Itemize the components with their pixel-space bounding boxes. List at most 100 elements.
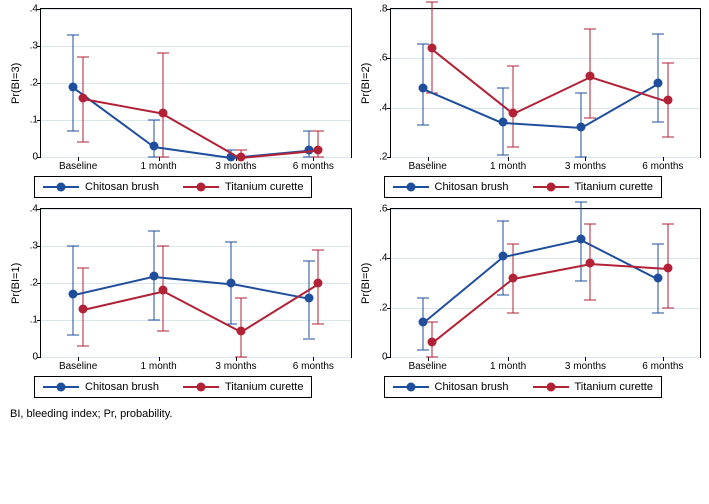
x-tick-label: 3 months	[215, 161, 256, 172]
legend: Chitosan brushTitanium curette	[34, 376, 312, 398]
y-tick-label: .6	[379, 204, 390, 215]
series-line	[83, 290, 164, 310]
legend-label: Chitosan brush	[435, 381, 509, 393]
legend-swatch-icon	[393, 382, 429, 392]
error-cap	[575, 280, 587, 281]
data-point	[236, 327, 245, 336]
error-cap	[77, 345, 89, 346]
error-cap	[497, 154, 509, 155]
error-cap	[417, 124, 429, 125]
y-tick-label: .6	[379, 53, 390, 64]
error-cap	[157, 157, 169, 158]
data-point	[586, 259, 595, 268]
legend-swatch-icon	[43, 382, 79, 392]
panel-bi3: Pr(BI=3) 0.1.2.3.4Baseline1 month3 months…	[8, 8, 352, 202]
error-cap	[157, 331, 169, 332]
error-cap	[575, 92, 587, 93]
x-tick-label: 1 month	[490, 161, 526, 172]
data-point	[314, 145, 323, 154]
error-cap	[497, 221, 509, 222]
series-line	[432, 278, 514, 344]
legend-item-chitosan: Chitosan brush	[393, 381, 509, 393]
error-cap	[77, 268, 89, 269]
data-point	[236, 153, 245, 162]
error-cap	[235, 357, 247, 358]
series-line	[504, 239, 582, 258]
error-cap	[662, 307, 674, 308]
error-cap	[575, 201, 587, 202]
y-tick-label: .4	[379, 253, 390, 264]
gridline	[41, 209, 351, 210]
error-cap	[157, 53, 169, 54]
legend-label: Chitosan brush	[85, 181, 159, 193]
legend-swatch-icon	[183, 182, 219, 192]
gridline	[41, 120, 351, 121]
y-tick-label: .1	[30, 115, 41, 126]
data-point	[314, 279, 323, 288]
error-cap	[662, 223, 674, 224]
error-cap	[67, 246, 79, 247]
legend: Chitosan brush Titanium curette	[384, 376, 662, 398]
data-point	[78, 93, 87, 102]
data-point	[159, 286, 168, 295]
legend: Chitosan brush Titanium curette	[384, 176, 662, 198]
error-bar	[163, 53, 164, 157]
plot-area: .2.4.6.8Baseline1 month3 months6 months	[390, 8, 702, 158]
gridline	[41, 83, 351, 84]
error-cap	[67, 334, 79, 335]
gridline	[391, 308, 701, 309]
x-tick-label: Baseline	[408, 161, 446, 172]
plot-area: 0.1.2.3.4Baseline1 month3 months6 months	[40, 8, 352, 158]
legend: Chitosan brush Titanium curette	[34, 176, 312, 198]
error-cap	[67, 34, 79, 35]
error-cap	[652, 33, 664, 34]
series-line	[163, 290, 241, 332]
panel-bi2: Pr(BI=2).2.4.6.8Baseline1 month3 months6…	[358, 8, 702, 202]
legend-label: Chitosan brush	[435, 181, 509, 193]
figure: Pr(BI=3) 0.1.2.3.4Baseline1 month3 months…	[0, 0, 709, 430]
legend-item-titanium: Titanium curette	[183, 181, 303, 193]
gridline	[41, 320, 351, 321]
legend-item-chitosan: Chitosan brush	[393, 181, 509, 193]
error-cap	[575, 157, 587, 158]
data-point	[654, 274, 663, 283]
gridline	[391, 58, 701, 59]
error-cap	[235, 297, 247, 298]
error-cap	[312, 323, 324, 324]
gridline	[391, 9, 701, 10]
data-point	[586, 71, 595, 80]
data-point	[78, 304, 87, 313]
data-point	[654, 79, 663, 88]
y-axis-label: Pr(BI=3)	[8, 8, 24, 158]
data-point	[576, 123, 585, 132]
error-cap	[225, 242, 237, 243]
panel-bi0: Pr(BI=0)0.2.4.6Baseline1 month3 months6 …	[358, 208, 702, 402]
gridline	[391, 157, 701, 158]
error-cap	[507, 312, 519, 313]
error-cap	[497, 87, 509, 88]
legend-item-titanium: Titanium curette	[533, 181, 653, 193]
x-tick-label: 6 months	[293, 161, 334, 172]
series-line	[513, 263, 591, 280]
x-tick-label: 3 months	[565, 361, 606, 372]
error-cap	[426, 322, 438, 323]
legend-swatch-icon	[533, 382, 569, 392]
legend-swatch-icon	[43, 182, 79, 192]
y-tick-label: 0	[32, 152, 41, 163]
legend-label: Titanium curette	[575, 381, 653, 393]
error-cap	[148, 320, 160, 321]
panel-bi1: Pr(BI=1)0.1.2.3.4Baseline1 month3 months…	[8, 208, 352, 402]
error-cap	[148, 231, 160, 232]
error-cap	[652, 122, 664, 123]
gridline	[41, 9, 351, 10]
legend-swatch-icon	[393, 182, 429, 192]
legend-item-chitosan: Chitosan brush	[43, 181, 159, 193]
data-point	[159, 108, 168, 117]
legend-label: Titanium curette	[225, 181, 303, 193]
data-point	[69, 290, 78, 299]
gridline	[391, 258, 701, 259]
error-cap	[584, 300, 596, 301]
error-cap	[67, 131, 79, 132]
y-tick-label: .2	[379, 152, 390, 163]
gridline	[41, 46, 351, 47]
